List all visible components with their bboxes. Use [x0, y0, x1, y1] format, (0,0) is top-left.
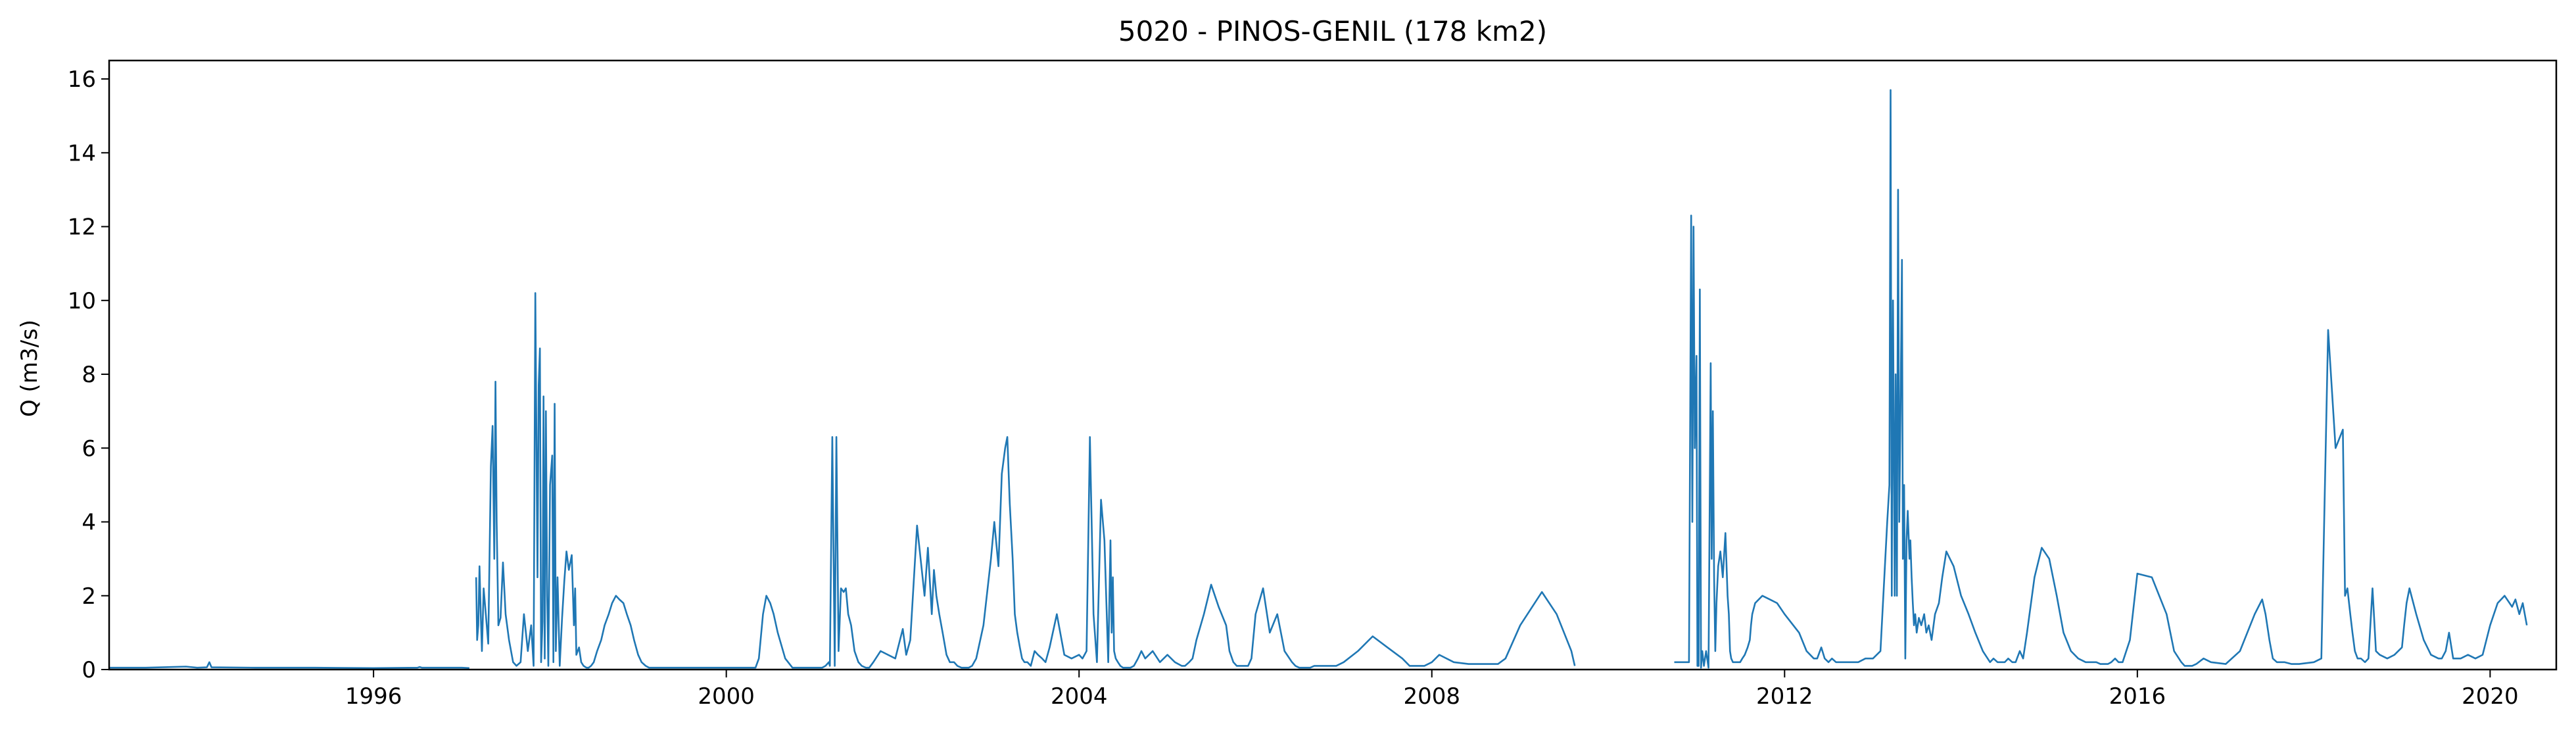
y-tick-label: 14	[68, 140, 96, 166]
chart-title: 5020 - PINOS-GENIL (178 km2)	[1118, 15, 1547, 47]
y-axis-ticks: 0 2 4 6 8 10 12 14 16	[68, 66, 109, 683]
y-tick-label: 4	[82, 510, 96, 536]
x-tick-label: 2020	[2462, 683, 2519, 710]
y-tick-label: 2	[82, 583, 96, 610]
y-tick-label: 12	[68, 214, 96, 241]
discharge-series-line	[109, 661, 469, 670]
x-tick-label: 2004	[1051, 683, 1108, 710]
x-tick-label: 2000	[698, 683, 755, 710]
y-tick-label: 6	[82, 435, 96, 462]
discharge-series-line	[475, 292, 1576, 669]
y-tick-label: 10	[68, 288, 96, 314]
y-axis-label: Q (m3/s)	[16, 320, 43, 417]
plot-frame	[108, 59, 2558, 671]
x-tick-label: 2016	[2109, 683, 2166, 710]
x-tick-label: 2012	[1756, 683, 1813, 710]
x-tick-label: 1996	[345, 683, 402, 710]
y-tick-label: 16	[68, 66, 96, 93]
y-tick-label: 0	[82, 657, 96, 683]
y-tick-label: 8	[82, 362, 96, 388]
series-layer	[109, 89, 2528, 670]
x-tick-label: 2008	[1403, 683, 1460, 710]
discharge-series-line	[1674, 89, 2528, 669]
x-axis-ticks: 1996 2000 2004 2008 2012 2016 2020	[345, 670, 2519, 710]
